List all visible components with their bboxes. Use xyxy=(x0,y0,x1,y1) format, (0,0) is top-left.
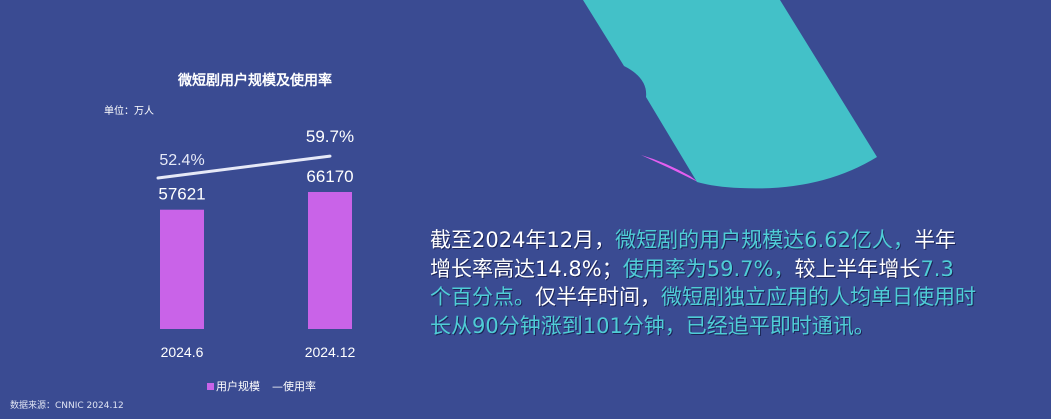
paragraph-segment: 长从90分钟涨到101分钟，已经追平即时通讯。 xyxy=(430,313,875,338)
summary-paragraph: 截至2024年12月，微短剧的用户规模达6.62亿人，半年 增长率高达14.8%；… xyxy=(430,226,976,340)
x-tick-label: 2024.12 xyxy=(305,344,356,360)
bar-value-label: 57621 xyxy=(158,185,205,204)
usage-rate-line xyxy=(156,154,332,180)
legend-item-users: 用户规模 xyxy=(207,378,260,394)
x-tick-label: 2024.6 xyxy=(161,344,204,360)
chart: 57621 2024.6 66170 2024.12 52.4% 59.7% xyxy=(156,127,356,360)
source-note: 数据来源：CNNIC 2024.12 xyxy=(10,401,124,411)
paragraph-segment: 半年 xyxy=(913,228,956,252)
teal-band-shape xyxy=(583,0,877,189)
unit-label: 单位：万人 xyxy=(104,106,154,117)
paragraph-line: 截至2024年12月，微短剧的用户规模达6.62亿人，半年 xyxy=(430,226,976,255)
bar-swatch-icon xyxy=(207,383,214,390)
paragraph-segment: 个百分点。 xyxy=(430,285,535,309)
paragraph-segment: 使用率为59.7%， xyxy=(622,256,795,281)
legend-item-rate: —使用率 xyxy=(272,380,316,393)
bar-2024.12 xyxy=(308,192,352,329)
paragraph-segment: 微短剧独立应用的人均单日使用时 xyxy=(661,285,976,309)
legend: 用户规模 —使用率 xyxy=(207,378,316,394)
bar-value-label: 66170 xyxy=(306,167,353,186)
paragraph-segment: 仅半年时间， xyxy=(535,285,661,309)
paragraph-line: 增长率高达14.8%；使用率为59.7%，较上半年增长7.3 xyxy=(430,255,976,284)
chart-title: 微短剧用户规模及使用率 xyxy=(178,73,332,89)
rate-label: 59.7% xyxy=(306,127,354,146)
paragraph-segment: 增长率高达14.8%； xyxy=(430,256,623,281)
paragraph-line: 长从90分钟涨到101分钟，已经追平即时通讯。 xyxy=(430,312,976,341)
paragraph-segment: 7.3 xyxy=(920,256,954,281)
paragraph-segment: 较上半年增长 xyxy=(794,256,921,281)
rate-label: 52.4% xyxy=(159,152,204,169)
bar-2024.6 xyxy=(160,209,204,329)
paragraph-segment: 微短剧的用户规模达6.62亿人， xyxy=(615,228,914,252)
paragraph-line: 个百分点。仅半年时间，微短剧独立应用的人均单日使用时 xyxy=(430,283,976,312)
paragraph-segment: 截至2024年12月， xyxy=(430,228,616,252)
